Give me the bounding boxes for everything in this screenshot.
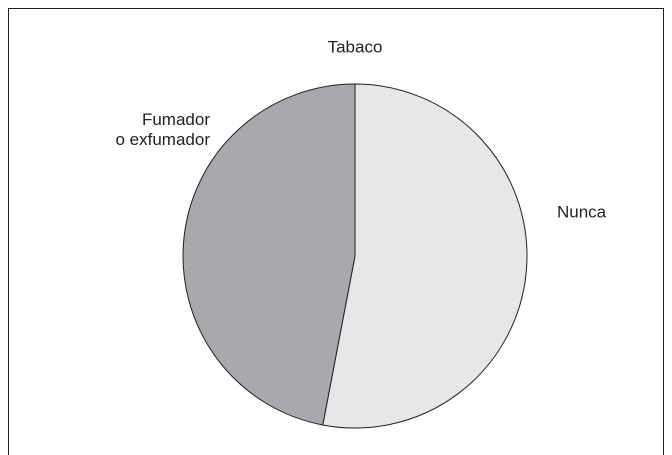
slice-label: Fumador o exfumador — [116, 110, 211, 149]
slice-label: Nunca — [557, 202, 607, 221]
pie-slice — [182, 83, 356, 426]
pie-slice — [322, 83, 528, 429]
chart-title: Tabaco — [328, 37, 383, 56]
